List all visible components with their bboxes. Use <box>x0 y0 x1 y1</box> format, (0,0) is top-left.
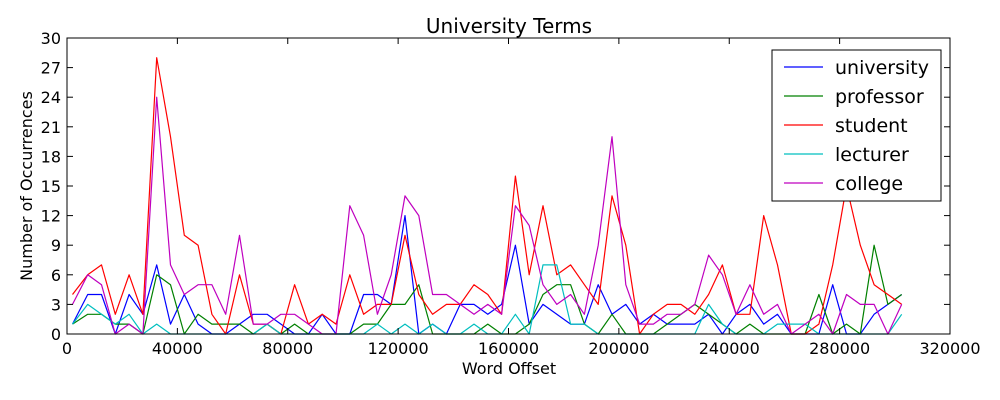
ticks-layer: 0 40000 80000 120000 160000 200000 240000 28000… <box>41 29 981 358</box>
y-axis-label: Number of Occurrences <box>17 91 36 281</box>
legend-label-university: university <box>835 57 929 79</box>
y-tick-label: 21 <box>41 118 61 137</box>
series-line-student <box>72 57 903 335</box>
y-tick-label: 0 <box>51 325 61 344</box>
y-tick-label: 18 <box>41 147 61 166</box>
legend: university professor student lecturer colleg… <box>771 49 942 202</box>
series-line-college <box>71 96 903 335</box>
y-tick-label: 30 <box>41 29 61 48</box>
legend-label-professor: professor <box>835 86 924 108</box>
y-tick-label: 24 <box>41 88 61 107</box>
x-tick-label: 40000 <box>152 339 203 358</box>
x-tick-label: 120000 <box>368 339 429 358</box>
x-tick-label: 320000 <box>919 339 980 358</box>
x-tick-label: 200000 <box>588 339 649 358</box>
x-tick-label: 240000 <box>699 339 760 358</box>
y-tick-label: 12 <box>41 207 61 226</box>
y-tick-label: 27 <box>41 59 61 78</box>
x-tick-label: 280000 <box>809 339 870 358</box>
x-axis-label: Word Offset <box>462 359 556 378</box>
x-tick-label: 0 <box>62 339 72 358</box>
y-tick-label: 3 <box>51 295 61 314</box>
legend-label-college: college <box>835 173 903 195</box>
legend-label-lecturer: lecturer <box>835 144 909 166</box>
legend-label-student: student <box>835 115 908 137</box>
y-tick-label: 6 <box>51 266 61 285</box>
y-tick-label: 9 <box>51 236 61 255</box>
x-tick-label: 80000 <box>262 339 313 358</box>
chart-title: University Terms <box>426 14 592 38</box>
x-tick-label: 160000 <box>478 339 539 358</box>
y-tick-label: 15 <box>41 177 61 196</box>
